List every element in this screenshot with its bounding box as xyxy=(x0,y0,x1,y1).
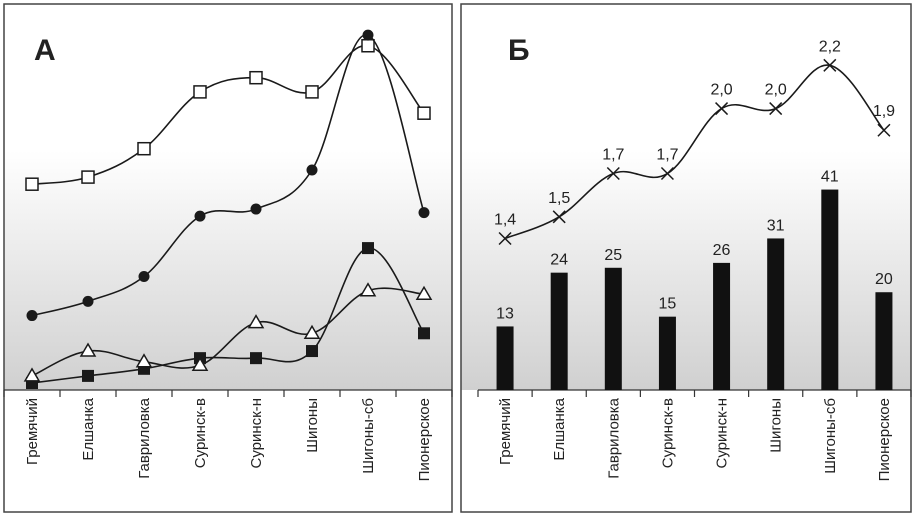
panel-b-frame xyxy=(460,3,912,513)
bar-шигоны-сб xyxy=(821,189,839,390)
category-label-суринск-в: Суринск-в xyxy=(659,398,676,468)
point-filled-circle-5 xyxy=(250,203,262,215)
bar-value-label: 20 xyxy=(875,271,893,288)
point-filled-square-6 xyxy=(306,345,318,358)
category-label-гавриловка: Гавриловка xyxy=(136,397,153,478)
bar-value-label: 24 xyxy=(550,252,568,269)
bar-суринск-н xyxy=(713,262,731,390)
point-open-square-6 xyxy=(305,85,319,99)
panel-a-plot-background xyxy=(4,4,452,390)
panel-b-bars xyxy=(496,189,893,390)
category-label-шигоны-сб: Шигоны-сб xyxy=(822,398,839,474)
point-ratio-3 xyxy=(606,166,620,181)
line-value-label: 2,2 xyxy=(819,38,841,55)
category-label-гремячий: Гремячий xyxy=(497,398,514,465)
panel-b-title: Б xyxy=(508,34,530,67)
panel-a-category-labels: Гремячий Елшанка Гавриловка Суринск-в Суринс… xyxy=(24,397,433,481)
point-open-square-2 xyxy=(81,170,95,184)
point-filled-circle-2 xyxy=(82,295,94,307)
point-filled-circle-8 xyxy=(418,207,430,219)
panel-a-series xyxy=(23,29,433,389)
series-open-square xyxy=(25,39,431,191)
panel-b-bar-labels: 13 24 25 15 26 31 41 20 xyxy=(496,169,893,323)
category-label-шигоны: Шигоны xyxy=(304,398,321,453)
panel-b-line-series xyxy=(498,58,891,246)
point-filled-circle-6 xyxy=(306,164,318,176)
point-ratio-6 xyxy=(769,102,783,116)
bar-суринск-в xyxy=(658,316,676,390)
point-open-triangle-7 xyxy=(359,282,377,297)
panel-a: А Гремячий Елшанка Гавриловка Суринск-в Сури… xyxy=(3,3,453,513)
bar-value-label: 13 xyxy=(496,305,514,322)
point-ratio-1 xyxy=(498,231,512,246)
bar-value-label: 25 xyxy=(604,247,622,264)
point-filled-circle-1 xyxy=(26,310,38,322)
point-filled-square-7 xyxy=(362,242,374,255)
line-value-label: 1,9 xyxy=(873,103,895,120)
point-ratio-7 xyxy=(823,58,837,72)
bar-value-label: 31 xyxy=(767,217,785,234)
bar-елшанка xyxy=(550,272,568,390)
line-value-label: 1,7 xyxy=(656,147,678,164)
series-open-triangle xyxy=(23,282,433,382)
point-open-square-1 xyxy=(25,177,39,191)
point-open-triangle-1 xyxy=(23,367,41,382)
bar-гавриловка xyxy=(604,267,622,390)
point-ratio-5 xyxy=(715,102,729,116)
point-open-square-5 xyxy=(249,70,263,85)
line-value-label: 1,5 xyxy=(548,190,570,207)
category-label-суринск-н: Суринск-н xyxy=(714,398,731,469)
panel-b-line-labels: 1,4 1,5 1,7 1,7 2,0 2,0 2,2 1,9 xyxy=(494,38,895,228)
point-ratio-4 xyxy=(660,166,674,181)
category-label-пионерское: Пионерское xyxy=(416,398,433,481)
category-label-пионерское: Пионерское xyxy=(876,398,893,481)
point-filled-circle-7 xyxy=(362,29,374,41)
point-ratio-8 xyxy=(877,123,891,137)
category-label-елшанка: Елшанка xyxy=(551,397,568,460)
point-open-triangle-5 xyxy=(247,314,265,329)
bar-гремячий xyxy=(496,326,514,390)
point-open-square-7 xyxy=(361,39,375,53)
bar-value-label: 41 xyxy=(821,169,839,186)
line-value-label: 1,4 xyxy=(494,211,516,228)
panel-a-frame xyxy=(3,3,453,513)
bar-пионерское xyxy=(875,292,893,390)
panel-b-category-labels: Гремячий Елшанка Гавриловка Суринск-в Суринс… xyxy=(497,397,893,481)
category-label-суринск-н: Суринск-н xyxy=(248,398,265,469)
point-open-triangle-4 xyxy=(191,356,209,371)
panel-b: Б 13 24 25 15 26 31 41 20 1,4 1,5 1,7 1,7 2,0 2,0 2,2… xyxy=(460,3,912,513)
category-label-шигоны-сб: Шигоны-сб xyxy=(360,398,377,474)
point-open-square-4 xyxy=(193,85,207,99)
point-open-triangle-6 xyxy=(303,324,321,340)
category-label-гремячий: Гремячий xyxy=(24,398,41,465)
category-label-елшанка: Елшанка xyxy=(80,397,97,460)
line-value-label: 1,7 xyxy=(602,147,624,164)
panel-a-title: А xyxy=(34,34,56,67)
point-open-square-3 xyxy=(137,141,151,156)
category-label-суринск-в: Суринск-в xyxy=(192,398,209,468)
point-filled-square-2 xyxy=(82,369,94,382)
series-line-open-triangle xyxy=(31,287,425,377)
category-label-гавриловка: Гавриловка xyxy=(605,397,622,478)
series-filled-circle xyxy=(26,29,430,322)
bar-value-label: 26 xyxy=(713,242,731,259)
point-filled-circle-3 xyxy=(138,271,150,282)
panel-a-x-ticks xyxy=(3,390,453,397)
point-ratio-2 xyxy=(552,210,566,224)
line-value-label: 2,0 xyxy=(710,82,732,99)
category-label-шигоны: Шигоны xyxy=(768,398,785,453)
point-open-triangle-8 xyxy=(415,285,433,300)
point-filled-circle-4 xyxy=(194,210,206,222)
point-open-triangle-3 xyxy=(135,353,153,368)
point-filled-square-8 xyxy=(418,327,430,340)
point-open-triangle-2 xyxy=(79,342,97,357)
panel-b-x-ticks xyxy=(477,390,912,397)
bar-value-label: 15 xyxy=(659,296,677,313)
line-value-label: 2,0 xyxy=(765,82,787,99)
bar-шигоны xyxy=(767,238,785,390)
point-open-square-8 xyxy=(417,106,431,120)
point-filled-square-5 xyxy=(250,352,262,365)
